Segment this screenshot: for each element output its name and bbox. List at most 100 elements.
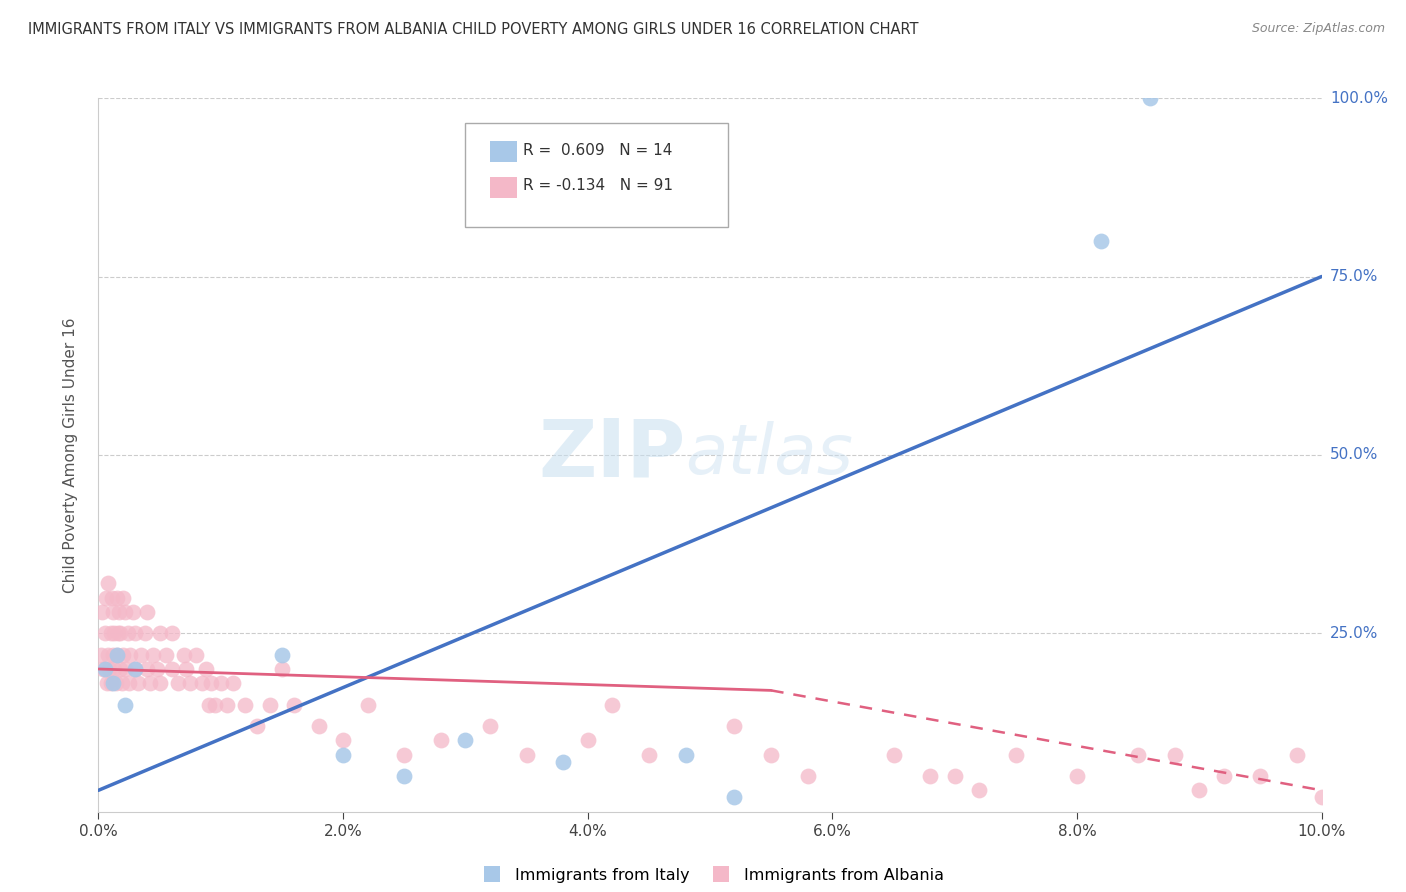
Point bbox=[114, 662, 136, 676]
Point bbox=[600, 698, 623, 712]
Point bbox=[96, 676, 118, 690]
Point bbox=[97, 576, 120, 591]
Point bbox=[270, 648, 294, 662]
Point bbox=[553, 755, 575, 769]
Point bbox=[146, 662, 169, 676]
Point bbox=[93, 626, 115, 640]
Point bbox=[111, 591, 134, 605]
Point bbox=[167, 676, 190, 690]
Point bbox=[356, 698, 378, 712]
Point bbox=[675, 747, 697, 762]
Point bbox=[136, 605, 159, 619]
Point bbox=[103, 662, 125, 676]
Point bbox=[637, 747, 661, 762]
Text: IMMIGRANTS FROM ITALY VS IMMIGRANTS FROM ALBANIA CHILD POVERTY AMONG GIRLS UNDER: IMMIGRANTS FROM ITALY VS IMMIGRANTS FROM… bbox=[28, 22, 918, 37]
Point bbox=[1286, 747, 1309, 762]
Point bbox=[392, 769, 416, 783]
Point bbox=[1250, 769, 1272, 783]
Text: 25.0%: 25.0% bbox=[1330, 626, 1378, 640]
Point bbox=[209, 676, 232, 690]
Point bbox=[101, 648, 124, 662]
Point bbox=[110, 626, 132, 640]
Point bbox=[117, 626, 139, 640]
Point bbox=[160, 626, 183, 640]
Point bbox=[108, 605, 131, 619]
Point bbox=[93, 662, 115, 676]
Text: R = -0.134   N = 91: R = -0.134 N = 91 bbox=[523, 178, 673, 194]
Point bbox=[332, 733, 354, 747]
Bar bbox=[489, 177, 517, 198]
Point bbox=[105, 648, 128, 662]
Point bbox=[97, 648, 120, 662]
Point bbox=[1212, 769, 1234, 783]
Point bbox=[516, 747, 538, 762]
Point bbox=[139, 676, 162, 690]
Point bbox=[160, 662, 183, 676]
Point bbox=[107, 626, 129, 640]
Point bbox=[104, 676, 127, 690]
Point bbox=[173, 648, 195, 662]
Point bbox=[1164, 747, 1187, 762]
Point bbox=[111, 648, 134, 662]
Point bbox=[124, 626, 146, 640]
Point bbox=[111, 676, 134, 690]
Point bbox=[1128, 747, 1150, 762]
Point bbox=[100, 676, 122, 690]
Point bbox=[308, 719, 330, 733]
Point bbox=[98, 662, 121, 676]
Point bbox=[101, 676, 124, 690]
Text: 100.0%: 100.0% bbox=[1330, 91, 1388, 105]
Point bbox=[101, 591, 124, 605]
Point bbox=[142, 648, 165, 662]
Point bbox=[191, 676, 214, 690]
Point bbox=[136, 662, 159, 676]
Point bbox=[204, 698, 226, 712]
Text: R =  0.609   N = 14: R = 0.609 N = 14 bbox=[523, 143, 672, 158]
Point bbox=[233, 698, 256, 712]
Point bbox=[129, 648, 152, 662]
Point bbox=[883, 747, 905, 762]
Point bbox=[270, 662, 294, 676]
Text: ZIP: ZIP bbox=[538, 416, 686, 494]
Point bbox=[101, 605, 124, 619]
Point bbox=[91, 605, 114, 619]
Point bbox=[943, 769, 966, 783]
Text: 75.0%: 75.0% bbox=[1330, 269, 1378, 284]
Point bbox=[127, 676, 149, 690]
Point bbox=[576, 733, 599, 747]
Point bbox=[149, 676, 172, 690]
Text: Source: ZipAtlas.com: Source: ZipAtlas.com bbox=[1251, 22, 1385, 36]
Point bbox=[283, 698, 305, 712]
Point bbox=[114, 605, 136, 619]
Point bbox=[91, 662, 114, 676]
Point bbox=[200, 676, 222, 690]
Point bbox=[215, 698, 238, 712]
Point bbox=[118, 676, 141, 690]
Point bbox=[121, 605, 143, 619]
Point bbox=[761, 747, 783, 762]
Point bbox=[197, 698, 219, 712]
Point bbox=[176, 662, 198, 676]
Point bbox=[155, 648, 177, 662]
Point bbox=[120, 648, 142, 662]
Bar bbox=[489, 141, 517, 162]
FancyBboxPatch shape bbox=[465, 123, 728, 227]
Point bbox=[797, 769, 820, 783]
Point bbox=[124, 662, 146, 676]
Point bbox=[103, 626, 125, 640]
Point bbox=[259, 698, 281, 712]
Point bbox=[1139, 91, 1161, 105]
Point bbox=[195, 662, 218, 676]
Point bbox=[478, 719, 501, 733]
Point bbox=[90, 648, 112, 662]
Point bbox=[100, 626, 122, 640]
Point bbox=[246, 719, 269, 733]
Point bbox=[124, 662, 146, 676]
Point bbox=[1066, 769, 1088, 783]
Point bbox=[920, 769, 942, 783]
Point bbox=[114, 698, 136, 712]
Text: atlas: atlas bbox=[686, 421, 853, 489]
Point bbox=[105, 648, 128, 662]
Point bbox=[110, 662, 132, 676]
Point bbox=[967, 783, 990, 797]
